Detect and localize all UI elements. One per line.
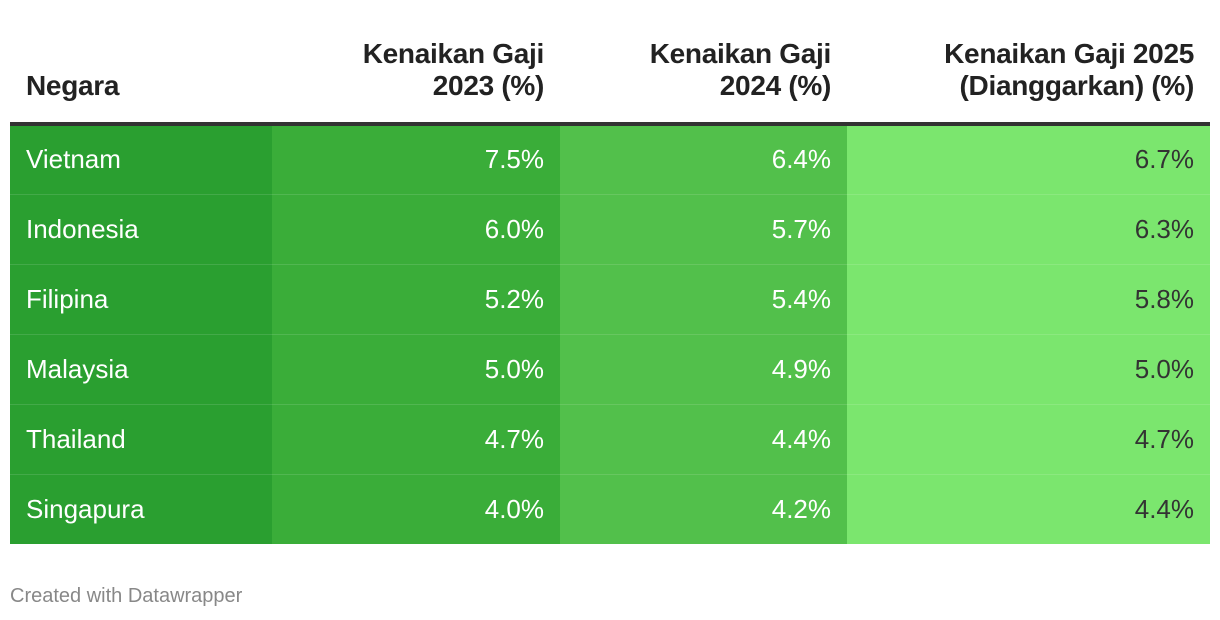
header-2024-line2: 2024 (%) [719,70,832,101]
cell-2025: 4.4% [847,474,1210,544]
header-2023[interactable]: Kenaikan Gaji 2023 (%) [272,38,560,126]
salary-increase-table: Negara Kenaikan Gaji 2023 (%) Kenaikan G… [10,38,1210,544]
cell-country: Malaysia [10,334,272,405]
table-row: Indonesia 6.0% 5.7% 6.3% [10,194,1210,265]
header-country[interactable]: Negara [10,38,272,126]
cell-country: Thailand [10,404,272,475]
header-2024-line1: Kenaikan Gaji [649,38,832,69]
cell-country: Indonesia [10,194,272,265]
table-row: Thailand 4.7% 4.4% 4.7% [10,404,1210,475]
cell-2025: 5.8% [847,264,1210,335]
cell-2023: 4.0% [272,474,560,544]
header-2025[interactable]: Kenaikan Gaji 2025 (Dianggarkan) (%) [847,38,1210,126]
cell-2023: 6.0% [272,194,560,265]
table-row: Malaysia 5.0% 4.9% 5.0% [10,334,1210,405]
cell-country: Singapura [10,474,272,544]
cell-2023: 5.0% [272,334,560,405]
cell-country: Filipina [10,264,272,335]
header-2025-line2: (Dianggarkan) (%) [959,70,1195,101]
datawrapper-credit[interactable]: Created with Datawrapper [10,585,243,607]
table-row: Singapura 4.0% 4.2% 4.4% [10,474,1210,544]
cell-2023: 5.2% [272,264,560,335]
cell-2024: 4.9% [560,334,847,405]
cell-2025: 5.0% [847,334,1210,405]
table-row: Filipina 5.2% 5.4% 5.8% [10,264,1210,335]
cell-2025: 4.7% [847,404,1210,475]
cell-2024: 5.7% [560,194,847,265]
header-2023-line2: 2023 (%) [432,70,545,101]
table-row: Vietnam 7.5% 6.4% 6.7% [10,124,1210,195]
cell-2025: 6.3% [847,194,1210,265]
header-2025-line1: Kenaikan Gaji 2025 [944,38,1194,69]
cell-2024: 5.4% [560,264,847,335]
cell-country: Vietnam [10,124,272,195]
cell-2023: 7.5% [272,124,560,195]
table-header-row: Negara Kenaikan Gaji 2023 (%) Kenaikan G… [10,38,1210,126]
cell-2024: 4.2% [560,474,847,544]
cell-2024: 4.4% [560,404,847,475]
header-2024[interactable]: Kenaikan Gaji 2024 (%) [560,38,847,126]
header-2023-line1: Kenaikan Gaji [362,38,545,69]
header-country-label: Negara [26,70,120,101]
cell-2023: 4.7% [272,404,560,475]
cell-2024: 6.4% [560,124,847,195]
cell-2025: 6.7% [847,124,1210,195]
